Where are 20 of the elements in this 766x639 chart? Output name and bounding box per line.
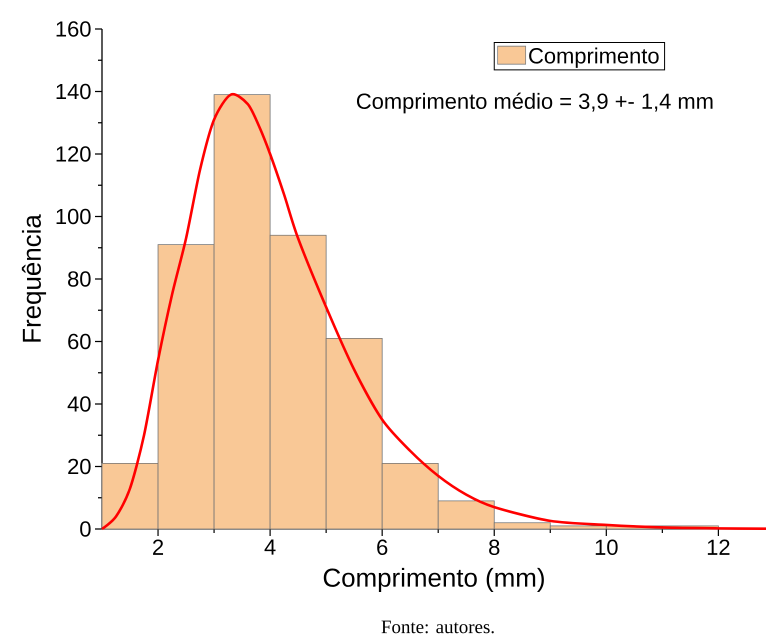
y-tick-label: 60 bbox=[68, 334, 91, 350]
x-tick-label: 4 bbox=[264, 540, 276, 555]
x-tick-label: 12 bbox=[708, 540, 730, 555]
y-axis-title: Frequência bbox=[22, 214, 46, 342]
source-note: Fonte: autores. bbox=[382, 620, 494, 634]
y-tick-label: 140 bbox=[56, 84, 91, 100]
x-tick-label: 6 bbox=[377, 540, 388, 556]
y-tick-label: 100 bbox=[56, 208, 91, 224]
x-tick-label: 2 bbox=[153, 540, 164, 555]
x-tick-label: 10 bbox=[596, 540, 618, 556]
y-tick-label: 80 bbox=[68, 271, 91, 287]
y-tick-label: 160 bbox=[56, 21, 91, 37]
y-tick-label: 0 bbox=[80, 521, 91, 537]
y-tick-label: 40 bbox=[68, 396, 91, 412]
x-axis-title: Comprimento (mm) bbox=[324, 568, 544, 592]
x-tick-label: 8 bbox=[489, 540, 500, 556]
legend-label: Comprimento bbox=[529, 47, 659, 68]
annotation: Comprimento médio = 3,9 +- 1,4 mm bbox=[356, 92, 712, 114]
y-tick-label: 120 bbox=[56, 146, 91, 162]
y-tick-label: 20 bbox=[68, 458, 91, 474]
